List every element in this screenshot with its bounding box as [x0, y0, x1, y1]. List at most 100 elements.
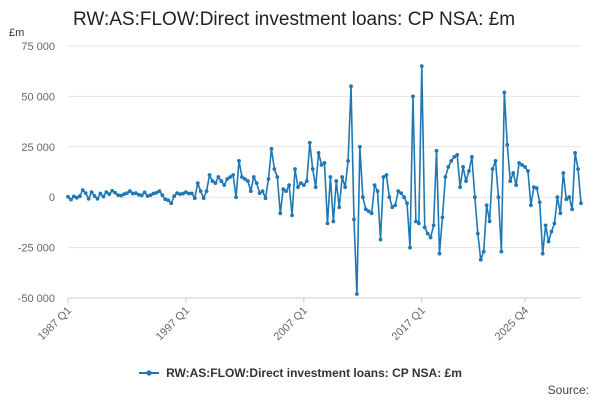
data-point[interactable]	[508, 179, 513, 183]
data-point[interactable]	[296, 185, 300, 190]
data-point[interactable]	[431, 223, 436, 228]
data-point[interactable]	[77, 194, 82, 199]
data-point[interactable]	[231, 173, 236, 177]
data-point[interactable]	[213, 181, 218, 185]
data-point[interactable]	[293, 167, 297, 171]
data-point[interactable]	[467, 169, 471, 173]
data-point[interactable]	[136, 192, 141, 197]
data-point[interactable]	[381, 175, 386, 179]
data-point[interactable]	[549, 229, 554, 234]
data-point[interactable]	[195, 181, 200, 185]
data-point[interactable]	[325, 221, 330, 226]
data-point[interactable]	[237, 159, 241, 163]
data-point[interactable]	[72, 194, 76, 199]
data-point[interactable]	[490, 167, 495, 171]
data-point[interactable]	[107, 192, 112, 197]
data-point[interactable]	[387, 195, 392, 200]
data-point[interactable]	[145, 194, 150, 198]
data-point[interactable]	[534, 186, 539, 191]
data-point[interactable]	[119, 193, 123, 198]
data-point[interactable]	[266, 177, 271, 181]
data-point[interactable]	[399, 191, 404, 196]
data-point[interactable]	[245, 179, 250, 183]
data-point[interactable]	[573, 150, 577, 155]
data-point[interactable]	[86, 196, 91, 201]
data-point[interactable]	[366, 209, 371, 214]
data-point[interactable]	[169, 201, 174, 206]
data-point[interactable]	[414, 219, 418, 224]
data-point[interactable]	[443, 175, 448, 179]
data-point[interactable]	[334, 179, 339, 183]
data-point[interactable]	[437, 251, 442, 256]
data-point[interactable]	[290, 213, 294, 218]
data-point[interactable]	[240, 175, 244, 179]
data-point[interactable]	[257, 191, 262, 196]
data-point[interactable]	[558, 211, 563, 216]
data-point[interactable]	[80, 188, 85, 193]
data-point[interactable]	[393, 203, 398, 208]
data-point[interactable]	[470, 154, 474, 159]
data-point[interactable]	[116, 193, 121, 198]
data-point[interactable]	[281, 187, 286, 192]
data-point[interactable]	[484, 203, 489, 208]
data-point[interactable]	[552, 221, 557, 226]
data-point[interactable]	[154, 190, 159, 195]
data-point[interactable]	[449, 159, 454, 163]
data-point[interactable]	[461, 165, 465, 169]
data-point[interactable]	[222, 183, 227, 188]
data-point[interactable]	[481, 249, 486, 254]
data-point[interactable]	[95, 196, 100, 201]
data-point[interactable]	[499, 249, 504, 254]
data-point[interactable]	[396, 189, 401, 194]
data-point[interactable]	[493, 159, 498, 163]
data-point[interactable]	[254, 181, 259, 185]
data-point[interactable]	[216, 175, 221, 179]
data-point[interactable]	[411, 94, 415, 99]
data-point[interactable]	[204, 189, 209, 194]
data-point[interactable]	[74, 195, 79, 200]
data-point[interactable]	[478, 257, 483, 262]
data-point[interactable]	[555, 195, 560, 200]
data-point[interactable]	[83, 191, 88, 196]
data-point[interactable]	[570, 207, 575, 212]
data-point[interactable]	[160, 193, 165, 198]
data-point[interactable]	[567, 195, 572, 200]
data-point[interactable]	[189, 191, 194, 196]
data-point[interactable]	[157, 189, 162, 194]
data-point[interactable]	[110, 188, 115, 193]
data-point[interactable]	[304, 179, 309, 183]
data-point[interactable]	[142, 190, 147, 195]
data-point[interactable]	[346, 159, 350, 163]
data-point[interactable]	[269, 146, 274, 151]
data-point[interactable]	[210, 179, 215, 183]
data-point[interactable]	[340, 175, 345, 179]
data-point[interactable]	[66, 194, 70, 199]
data-point[interactable]	[375, 189, 380, 194]
data-point[interactable]	[163, 197, 168, 202]
data-point[interactable]	[228, 175, 233, 179]
data-point[interactable]	[372, 183, 377, 188]
data-point[interactable]	[531, 185, 536, 190]
data-point[interactable]	[343, 185, 348, 190]
data-point[interactable]	[319, 163, 324, 167]
data-point[interactable]	[416, 221, 421, 226]
data-point[interactable]	[511, 171, 516, 175]
data-point[interactable]	[422, 225, 427, 230]
data-point[interactable]	[384, 173, 389, 177]
data-point[interactable]	[313, 185, 318, 190]
data-point[interactable]	[128, 189, 132, 194]
data-point[interactable]	[125, 191, 129, 196]
data-point[interactable]	[579, 201, 583, 206]
data-point[interactable]	[331, 219, 336, 224]
data-point[interactable]	[272, 167, 277, 171]
data-point[interactable]	[148, 193, 153, 198]
data-point[interactable]	[307, 140, 312, 145]
data-point[interactable]	[434, 148, 439, 153]
data-point[interactable]	[537, 200, 542, 205]
data-point[interactable]	[316, 150, 321, 155]
data-point[interactable]	[122, 192, 126, 197]
data-point[interactable]	[390, 205, 395, 210]
data-point[interactable]	[408, 245, 412, 250]
data-point[interactable]	[278, 211, 283, 216]
data-point[interactable]	[166, 198, 171, 203]
